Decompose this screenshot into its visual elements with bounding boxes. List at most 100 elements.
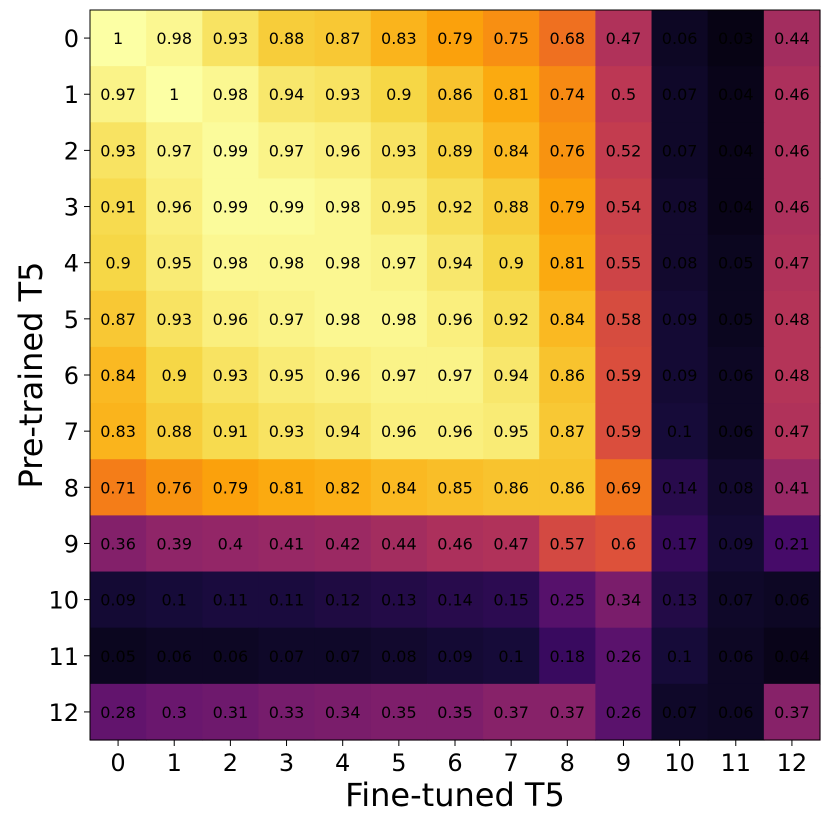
heatmap-cell-label: 0.4: [218, 534, 243, 553]
heatmap-cell-label: 0.57: [549, 534, 585, 553]
x-tick-label: 9: [616, 749, 631, 777]
heatmap-cell-label: 0.99: [269, 198, 305, 217]
heatmap-cell: [651, 234, 709, 292]
heatmap-cell: [90, 234, 147, 292]
heatmap-cell: [651, 683, 709, 741]
heatmap-cell-label: 0.88: [156, 422, 192, 441]
x-tick-label: 5: [391, 749, 406, 777]
heatmap-cell-label: 1: [169, 85, 179, 104]
heatmap-cell: [202, 290, 260, 348]
heatmap-cell-label: 0.96: [325, 366, 361, 385]
heatmap-cell-label: 0.96: [437, 422, 473, 441]
heatmap-cell: [483, 403, 540, 460]
heatmap-cell-label: 0.81: [269, 478, 305, 497]
heatmap-cell: [202, 571, 260, 629]
heatmap-cell: [763, 66, 821, 123]
y-tick-label: 6: [64, 362, 79, 390]
heatmap-cell: [90, 66, 147, 123]
heatmap-cell-label: 0.97: [100, 85, 136, 104]
heatmap-cell: [539, 178, 596, 236]
heatmap-cell-label: 0.04: [718, 141, 754, 160]
heatmap-cell: [314, 683, 372, 741]
heatmap-cell: [202, 178, 260, 236]
heatmap-cell: [426, 515, 484, 573]
heatmap-cell-label: 0.94: [325, 422, 361, 441]
heatmap-cell: [202, 346, 260, 404]
heatmap-cell: [146, 234, 203, 292]
heatmap-cell-label: 0.05: [718, 254, 754, 273]
heatmap-cell: [707, 10, 765, 67]
y-tick-label: 4: [64, 250, 79, 278]
heatmap-cell: [763, 403, 821, 460]
heatmap-cell: [707, 346, 765, 404]
heatmap-cell-label: 0.44: [774, 29, 810, 48]
x-tick-label: 12: [777, 749, 808, 777]
heatmap-cell-label: 0.97: [381, 254, 417, 273]
heatmap-cell: [258, 683, 316, 741]
x-tick-label: 1: [167, 749, 182, 777]
heatmap-cell-label: 0.46: [774, 198, 810, 217]
heatmap-cell-label: 0.34: [606, 591, 642, 610]
heatmap-cell-label: 0.84: [549, 310, 585, 329]
heatmap-cell-label: 0.93: [156, 310, 192, 329]
heatmap-cell-label: 0.07: [662, 703, 698, 722]
heatmap-cell-label: 0.97: [437, 366, 473, 385]
y-tick-label: 9: [64, 530, 79, 558]
heatmap-cell-label: 0.98: [325, 198, 361, 217]
heatmap-cell: [370, 627, 428, 685]
heatmap-cell: [651, 403, 709, 460]
heatmap-cell: [539, 515, 596, 573]
heatmap-cell: [483, 234, 540, 292]
heatmap-cell: [146, 66, 203, 123]
heatmap-cell: [90, 683, 147, 741]
heatmap-cell-label: 0.98: [381, 310, 417, 329]
heatmap-cell-label: 0.09: [662, 310, 698, 329]
heatmap-cell-label: 0.84: [381, 478, 417, 497]
heatmap-cell: [763, 683, 821, 741]
y-tick-label: 12: [48, 699, 79, 727]
heatmap-cell: [539, 290, 596, 348]
heatmap-cell: [314, 346, 372, 404]
heatmap-cell-label: 0.79: [549, 198, 585, 217]
heatmap-cell: [258, 346, 316, 404]
heatmap-cell-label: 0.47: [606, 29, 642, 48]
heatmap-cell-label: 0.96: [381, 422, 417, 441]
heatmap-cell: [595, 459, 653, 516]
heatmap-cell-label: 0.97: [156, 141, 192, 160]
heatmap-cell-label: 0.89: [437, 141, 473, 160]
heatmap-cell-label: 0.94: [493, 366, 529, 385]
heatmap-cell-label: 0.87: [100, 310, 136, 329]
heatmap-cell-label: 0.9: [498, 254, 523, 273]
heatmap-cell: [595, 627, 653, 685]
heatmap-cell: [483, 122, 540, 180]
heatmap-cell: [370, 66, 428, 123]
y-tick-label: 10: [48, 587, 79, 615]
heatmap-cell-label: 0.35: [437, 703, 473, 722]
heatmap-cell: [707, 290, 765, 348]
heatmap-cell-label: 0.46: [437, 534, 473, 553]
heatmap-cell: [763, 515, 821, 573]
heatmap-cell: [202, 459, 260, 516]
heatmap-cell: [90, 571, 147, 629]
heatmap-cell: [763, 178, 821, 236]
heatmap-cell: [314, 403, 372, 460]
heatmap-cell-label: 0.31: [213, 703, 249, 722]
heatmap-cell-label: 0.06: [718, 647, 754, 666]
heatmap-cell: [90, 290, 147, 348]
heatmap-cell: [539, 459, 596, 516]
heatmap-cell-label: 0.1: [162, 591, 187, 610]
heatmap-cell: [146, 403, 203, 460]
heatmap-cell-label: 0.83: [381, 29, 417, 48]
heatmap-cell: [426, 10, 484, 67]
heatmap-cell-label: 0.37: [493, 703, 529, 722]
heatmap-cell-label: 0.98: [156, 29, 192, 48]
heatmap-cell: [763, 346, 821, 404]
heatmap-cell: [370, 234, 428, 292]
heatmap-cell-label: 0.93: [269, 422, 305, 441]
heatmap-cell-label: 0.84: [493, 141, 529, 160]
heatmap-cell: [539, 571, 596, 629]
heatmap-cell-label: 0.95: [269, 366, 305, 385]
heatmap-cell: [763, 459, 821, 516]
x-tick-label: 11: [720, 749, 751, 777]
heatmap-cell-label: 0.95: [156, 254, 192, 273]
